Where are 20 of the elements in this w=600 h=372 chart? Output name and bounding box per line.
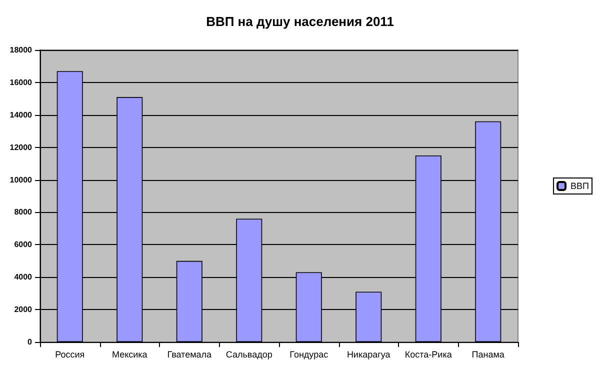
y-tick-label: 16000	[10, 78, 33, 87]
chart-title: ВВП на душу населения 2011	[206, 14, 394, 29]
x-tick-label: Гондурас	[290, 350, 329, 360]
y-tick-label: 6000	[14, 240, 33, 250]
x-tick-label: Коста-Рика	[404, 350, 452, 360]
x-tick-label: Гватемала	[167, 350, 212, 360]
x-tick-label: Никарагуа	[346, 350, 390, 360]
x-tick-label: Россия	[55, 350, 85, 360]
x-tick-label: Мексика	[112, 350, 148, 360]
x-tick-label: Панама	[472, 350, 504, 360]
y-tick-label: 12000	[10, 142, 33, 152]
legend-label: ВВП	[570, 181, 590, 191]
y-tick-label: 14000	[10, 110, 33, 120]
y-tick-label: 4000	[14, 272, 33, 282]
x-tick-label: Сальвадор	[226, 350, 272, 360]
y-tick-label: 10000	[10, 175, 33, 184]
y-tick-label: 8000	[14, 208, 33, 217]
y-tick-label: 18000	[10, 46, 33, 54]
y-tick-label: 2000	[14, 305, 33, 314]
y-tick-label: 0	[28, 338, 33, 346]
